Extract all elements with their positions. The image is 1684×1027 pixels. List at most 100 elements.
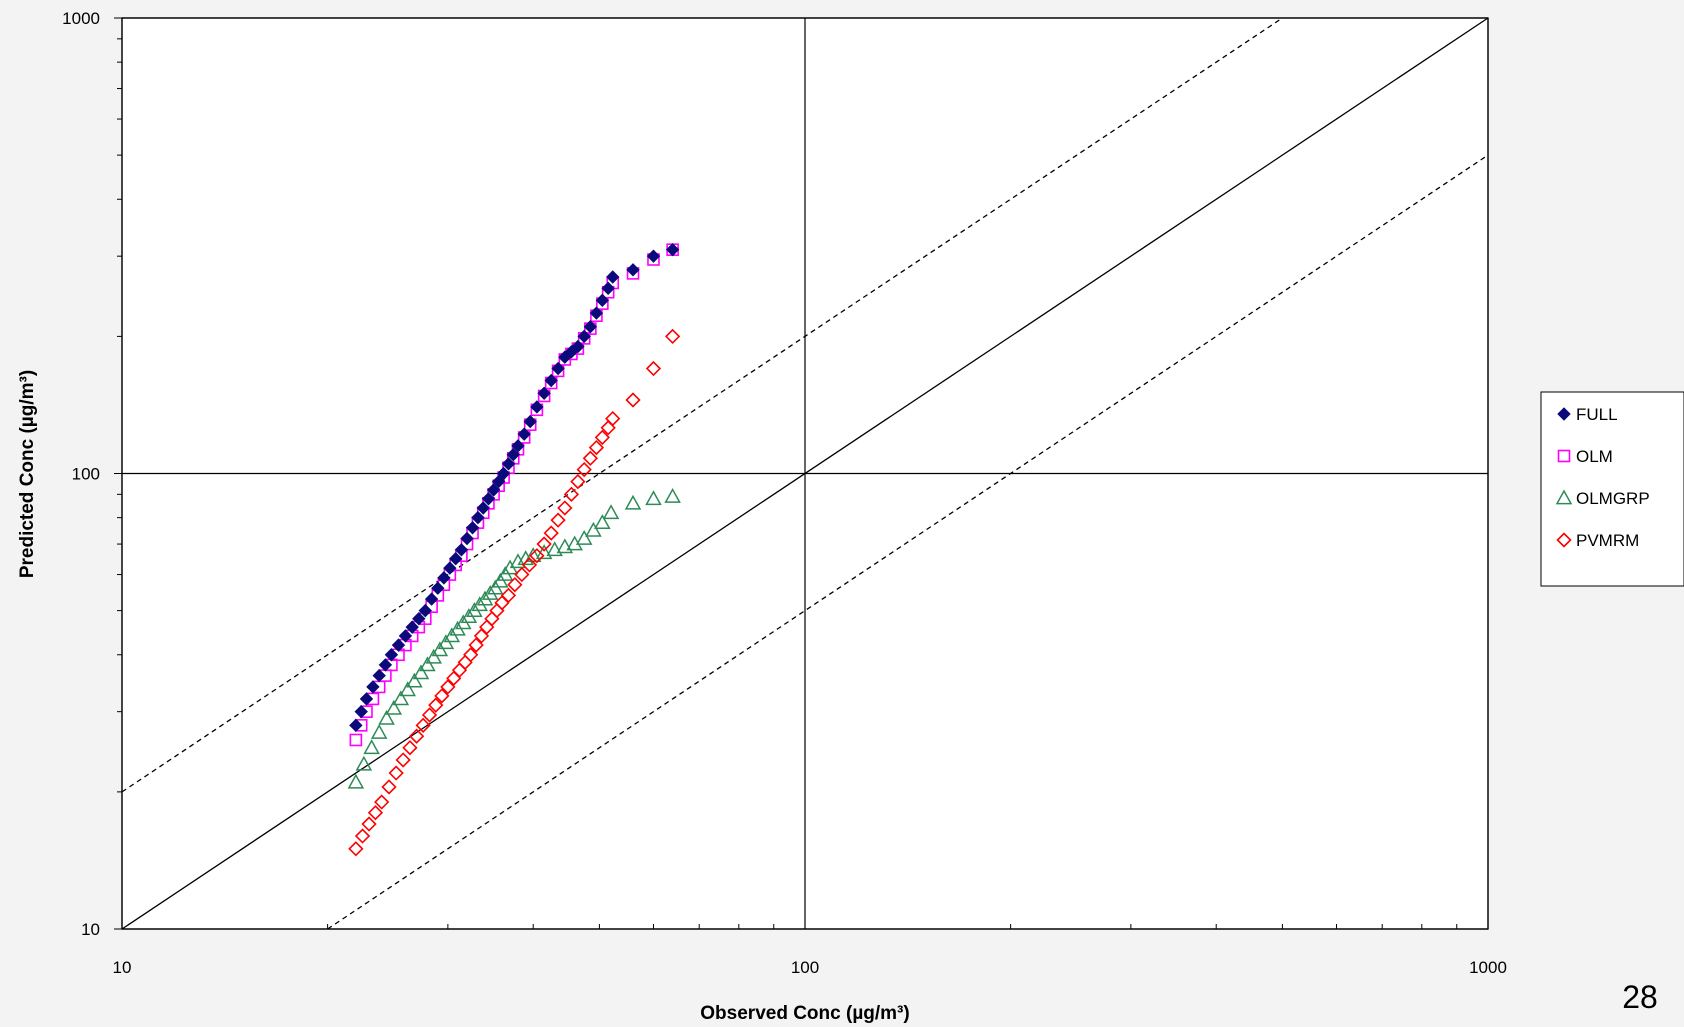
point-olmgrp: [399, 681, 416, 697]
point-full: [391, 638, 406, 652]
axis-ticks: [114, 17, 1489, 930]
point-full: [378, 658, 393, 672]
point-full: [517, 427, 531, 441]
point-pvmrm: [507, 577, 523, 593]
point-pvmrm: [521, 557, 538, 573]
point-pvmrm: [395, 752, 411, 768]
legend-marker-olmgrp: [1555, 489, 1573, 505]
point-pvmrm: [594, 429, 610, 446]
point-pvmrm: [500, 587, 517, 604]
point-full: [431, 581, 445, 595]
point-full: [448, 552, 463, 566]
point-olmgrp: [575, 529, 593, 545]
series-pvmrm: [348, 328, 681, 857]
point-pvmrm: [563, 486, 580, 502]
data-series: [347, 242, 681, 857]
point-full: [465, 521, 480, 535]
point-pvmrm: [625, 392, 641, 408]
point-olmgrp: [355, 755, 373, 771]
point-full: [665, 242, 680, 257]
point-olm: [349, 733, 363, 747]
point-pvmrm: [402, 740, 418, 756]
point-full: [646, 249, 661, 263]
point-full: [530, 400, 544, 414]
point-full: [523, 414, 537, 429]
point-pvmrm: [440, 679, 456, 695]
point-pvmrm: [514, 566, 530, 583]
point-pvmrm: [374, 794, 390, 810]
point-pvmrm: [576, 461, 592, 478]
legend-box: [1540, 391, 1684, 587]
point-full: [486, 483, 501, 497]
page-number: 28: [1622, 979, 1658, 1015]
point-full: [412, 611, 426, 626]
point-pvmrm: [463, 647, 479, 663]
point-full: [437, 571, 451, 585]
point-olmgrp: [412, 664, 430, 680]
series-full: [349, 242, 680, 733]
point-full: [511, 439, 525, 453]
point-full: [476, 501, 490, 515]
legend-label-olmgrp: OLMGRP: [1576, 489, 1650, 508]
point-full: [471, 510, 485, 525]
point-olmgrp: [385, 699, 403, 715]
point-full: [626, 263, 640, 277]
legend-marker-full: [1557, 407, 1571, 421]
point-pvmrm: [557, 500, 573, 516]
point-olmgrp: [406, 672, 423, 688]
point-pvmrm: [582, 450, 598, 466]
point-pvmrm: [529, 548, 545, 564]
point-olmgrp: [602, 504, 620, 520]
one-to-one-line: [121, 17, 1489, 930]
point-olmgrp: [509, 553, 527, 569]
y-tick-label: 10: [81, 920, 100, 939]
point-olmgrp: [481, 585, 499, 600]
point-full: [405, 620, 419, 634]
legend-marker-pvmrm: [1556, 532, 1572, 548]
point-pvmrm: [605, 410, 621, 427]
point-pvmrm: [388, 765, 404, 781]
point-full: [491, 474, 506, 489]
point-full: [398, 629, 413, 643]
legend: FULL OLM OLMGRP PVMRM: [1540, 391, 1684, 587]
point-olmgrp: [378, 709, 395, 725]
point-olmgrp: [645, 490, 662, 506]
point-olmgrp: [431, 641, 449, 657]
point-pvmrm: [421, 707, 438, 723]
point-olmgrp: [476, 590, 494, 606]
point-full: [418, 603, 432, 618]
point-full: [583, 320, 598, 334]
point-full: [506, 447, 520, 462]
point-full: [496, 466, 511, 481]
point-full: [577, 329, 591, 344]
point-pvmrm: [570, 473, 586, 490]
x-tick-label: 100: [791, 958, 819, 977]
point-olmgrp: [556, 538, 574, 554]
point-pvmrm: [367, 805, 384, 821]
legend-marker-olm: [1557, 449, 1571, 463]
point-pvmrm: [348, 841, 364, 857]
point-full: [454, 543, 469, 557]
point-pvmrm: [645, 360, 662, 377]
y-tick-label: 100: [72, 465, 100, 484]
point-pvmrm: [361, 816, 377, 832]
point-full: [537, 386, 551, 400]
point-full: [501, 457, 516, 471]
tick-labels: 10 100 1000 10 100 1000: [62, 9, 1507, 977]
point-full: [359, 692, 374, 706]
point-olmgrp: [624, 494, 642, 510]
point-full: [606, 270, 620, 284]
point-pvmrm: [408, 728, 425, 744]
point-full: [589, 306, 604, 320]
series-olmgrp: [347, 488, 681, 789]
legend-label-pvmrm: PVMRM: [1576, 531, 1639, 550]
point-full: [443, 561, 457, 575]
point-pvmrm: [354, 828, 371, 844]
legend-label-olm: OLM: [1576, 447, 1613, 466]
point-olmgrp: [363, 739, 380, 755]
reference-lines: [121, 17, 1489, 930]
point-olmgrp: [419, 656, 436, 672]
point-full: [349, 718, 363, 733]
point-olmgrp: [347, 773, 365, 789]
